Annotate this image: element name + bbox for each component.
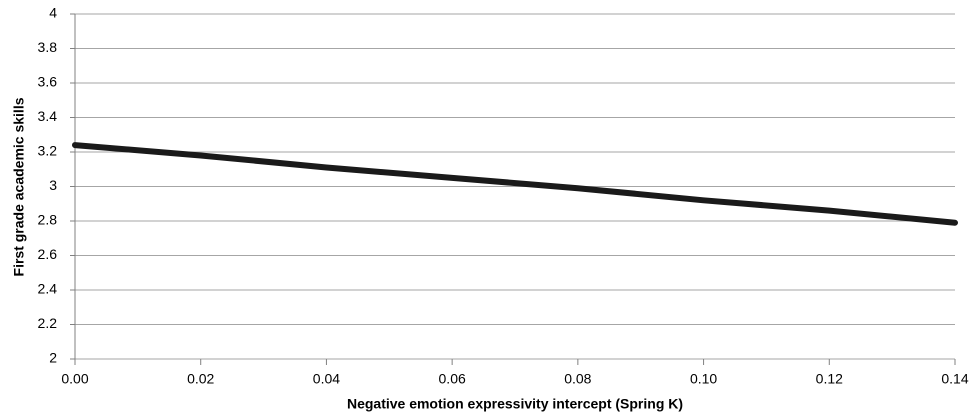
x-tick-label: 0.02	[187, 371, 214, 387]
y-tick-label: 3.6	[38, 74, 58, 90]
x-tick-label: 0.10	[690, 371, 717, 387]
y-axis-title: First grade academic skills	[11, 97, 27, 276]
y-tick-label: 3.4	[38, 108, 58, 124]
y-tick-label: 4	[49, 5, 57, 21]
x-axis-title: Negative emotion expressivity intercept …	[347, 396, 683, 412]
y-tick-label: 2.4	[38, 281, 58, 297]
y-tick-label: 3	[49, 177, 57, 193]
y-tick-label: 2.2	[38, 315, 58, 331]
x-tick-label: 0.00	[61, 371, 88, 387]
y-tick-label: 3.2	[38, 143, 58, 159]
x-tick-label: 0.12	[816, 371, 843, 387]
line	[72, 142, 958, 226]
y-tick-label: 2.8	[38, 212, 58, 228]
x-tick-label: 0.14	[941, 371, 968, 387]
y-tick-label: 2.6	[38, 246, 58, 262]
y-tick-label: 2	[49, 350, 57, 366]
y-tick-label: 3.8	[38, 39, 58, 55]
x-tick-label: 0.08	[564, 371, 591, 387]
x-tick-label: 0.06	[439, 371, 466, 387]
x-tick-label: 0.04	[313, 371, 340, 387]
